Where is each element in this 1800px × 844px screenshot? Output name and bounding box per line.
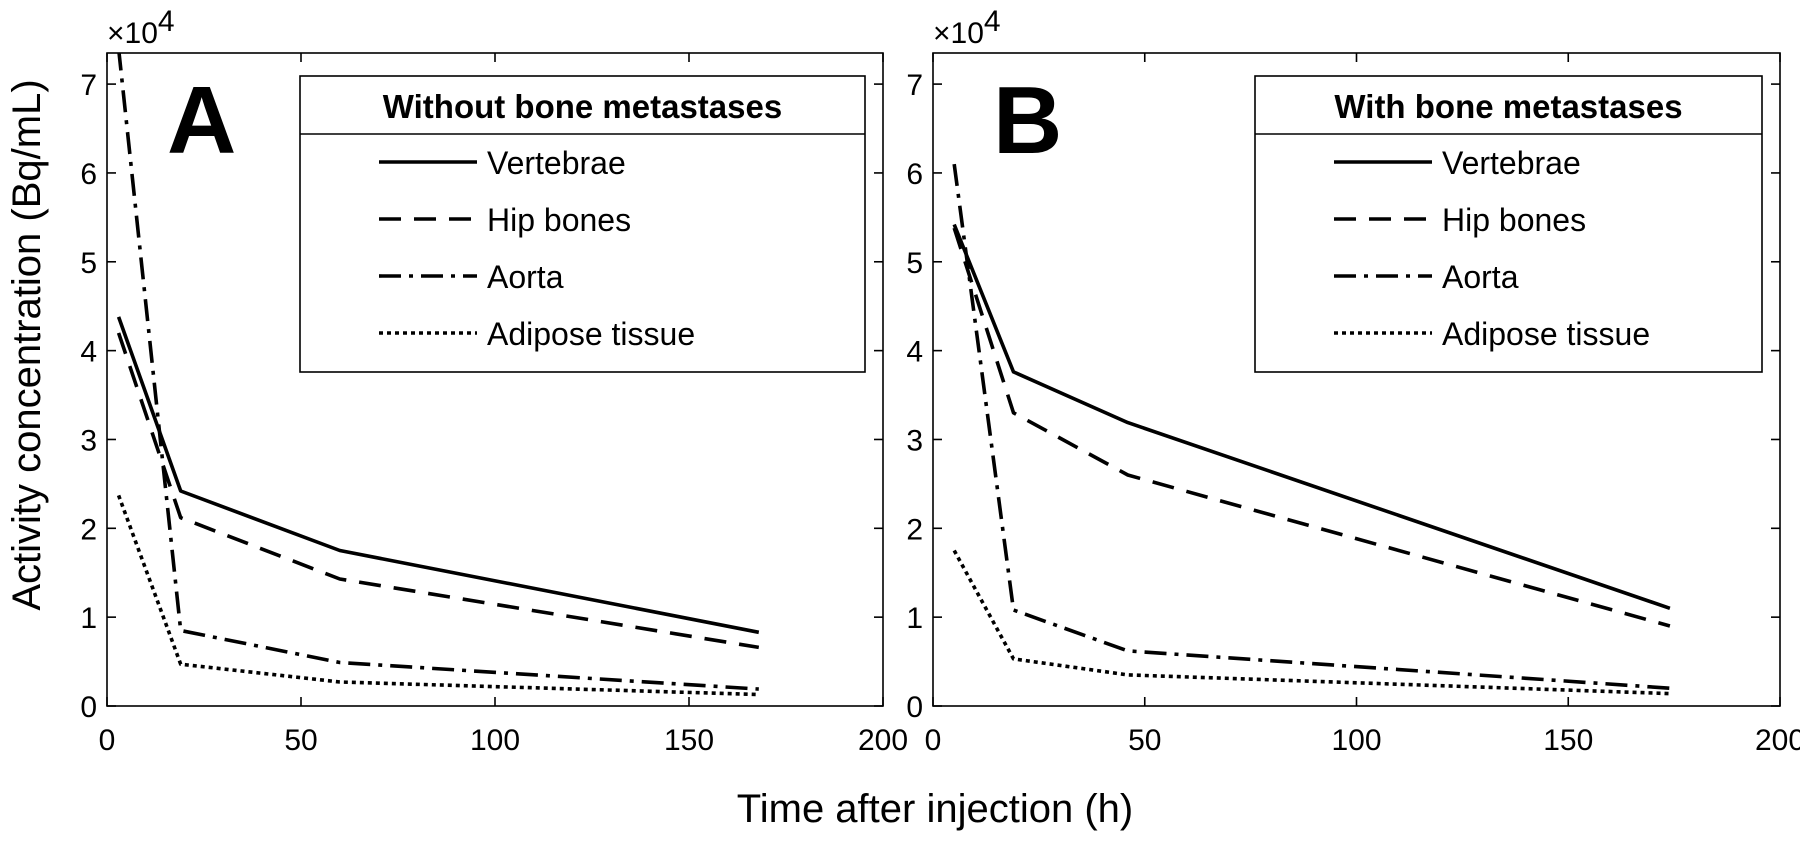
y-axis-label: Activity concentration (Bq/mL)	[5, 79, 49, 610]
legend-box	[1254, 75, 1763, 373]
y-tick-label: 2	[906, 513, 923, 546]
y-tick-label: 4	[80, 336, 97, 369]
series-vertebrae-line	[116, 316, 760, 635]
y-tick-label: 6	[80, 158, 97, 191]
y-multiplier: ×104	[107, 5, 175, 50]
legend-box	[299, 75, 866, 373]
series-aorta-line	[117, 53, 759, 691]
y-multiplier-exponent: 4	[984, 5, 1001, 38]
legend-entry-label: Adipose tissue	[1442, 316, 1650, 352]
legend-entry-label: Hip bones	[1442, 202, 1586, 238]
series-hip-bones-line	[116, 332, 760, 650]
x-axis-label: Time after injection (h)	[737, 787, 1133, 831]
legend-entry-label: Vertebrae	[1442, 145, 1581, 181]
series-vertebrae-line	[952, 223, 1671, 611]
x-tick-label: 100	[1331, 724, 1381, 757]
legend-entry-label: Vertebrae	[487, 145, 626, 181]
series-adipose-tissue-line	[116, 494, 759, 697]
x-tick-label: 0	[925, 724, 942, 757]
y-tick-label: 0	[906, 691, 923, 724]
x-tick-label: 50	[284, 724, 317, 757]
x-tick-label: 150	[664, 724, 714, 757]
x-tick-label: 100	[470, 724, 520, 757]
y-tick-label: 2	[80, 513, 97, 546]
y-tick-label: 5	[906, 247, 923, 280]
legend-title: Without bone metastases	[383, 88, 782, 125]
y-tick-label: 7	[80, 69, 97, 102]
y-tick-label: 7	[906, 69, 923, 102]
x-tick-label: 0	[99, 724, 116, 757]
legend: With bone metastases Vertebrae Hip bones Ao…	[1254, 75, 1763, 373]
x-tick-label: 50	[1128, 724, 1161, 757]
y-tick-label: 0	[80, 691, 97, 724]
legend-entry-label: Hip bones	[487, 202, 631, 238]
y-tick-label: 1	[906, 602, 923, 635]
panel-letter: A	[167, 67, 236, 174]
y-tick-label: 5	[80, 247, 97, 280]
y-tick-label: 3	[906, 424, 923, 457]
legend-entry-label: Aorta	[487, 259, 564, 295]
y-multiplier: ×104	[933, 5, 1001, 50]
legend-entry-label: Adipose tissue	[487, 316, 695, 352]
legend: Without bone metastases Vertebrae Hip bone…	[299, 75, 866, 373]
panel-b: 0 50 100 150 200 0 1 2 3 4 5 6 7 ×104 B With bone metas…	[906, 5, 1800, 757]
y-tick-label: 1	[80, 602, 97, 635]
series-hip-bones-line	[952, 227, 1671, 628]
y-tick-label: 3	[80, 424, 97, 457]
y-tick-label: 4	[906, 336, 923, 369]
x-tick-label: 150	[1543, 724, 1593, 757]
x-tick-label: 200	[1755, 724, 1800, 757]
legend-entry-label: Aorta	[1442, 259, 1519, 295]
legend-title: With bone metastases	[1334, 88, 1682, 125]
panel-a: 0 50 100 150 200 0 1 2 3 4 5 6 7 ×104 A Without bone me…	[80, 5, 908, 757]
y-tick-label: 6	[906, 158, 923, 191]
panel-letter: B	[993, 67, 1062, 174]
x-tick-label: 200	[858, 724, 908, 757]
y-multiplier-exponent: 4	[158, 5, 175, 38]
series-aorta-line	[952, 163, 1671, 690]
